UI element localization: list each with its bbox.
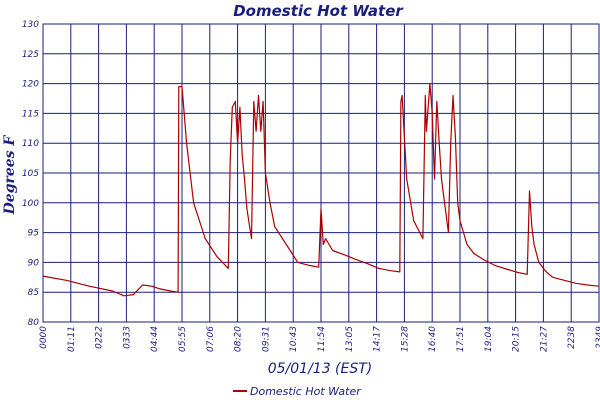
x-tick-label: 20:15 — [512, 326, 522, 352]
x-tick-label: 05:55 — [178, 326, 188, 352]
x-tick-label: 21:27 — [539, 326, 549, 352]
y-tick-label: 120 — [22, 80, 39, 90]
y-tick-label: 80 — [28, 318, 40, 328]
series-line-domestic-hot-water — [42, 82, 600, 297]
y-tick-label: 105 — [22, 169, 39, 179]
y-tick-label: 95 — [28, 229, 40, 239]
y-tick-label: 115 — [22, 109, 39, 119]
x-tick-label: 0222 — [95, 326, 105, 349]
x-tick-label: 15:28 — [400, 326, 410, 352]
y-axis-label: Degrees F — [2, 135, 18, 216]
y-tick-label: 90 — [28, 258, 40, 268]
x-tick-label: 01:11 — [67, 326, 77, 352]
legend: Domestic Hot Water — [233, 385, 362, 398]
x-tick-label: 14:17 — [373, 326, 383, 352]
y-tick-label: 110 — [22, 139, 39, 149]
x-tick-label: 11:54 — [317, 326, 327, 352]
x-tick-label: 17:51 — [456, 326, 466, 352]
x-tick-label: 19:04 — [484, 326, 494, 352]
x-tick-label: 13:05 — [345, 326, 355, 352]
legend-label: Domestic Hot Water — [250, 385, 362, 398]
y-tick-labels: 80 85 90 95 100 105 110 115 120 125 130 — [22, 20, 39, 328]
x-tick-labels: 0000 01:11 0222 0333 04:44 05:55 07:06 08:20 09:… — [39, 326, 600, 352]
x-tick-label: 07:06 — [206, 326, 216, 352]
x-tick-label: 0333 — [122, 326, 132, 349]
x-tick-label: 0000 — [39, 326, 49, 349]
x-tick-label: 08:20 — [234, 326, 244, 352]
y-tick-label: 130 — [22, 20, 39, 30]
x-tick-label: 10:43 — [289, 326, 299, 352]
grid — [42, 23, 600, 323]
chart-title: Domestic Hot Water — [233, 2, 404, 20]
x-tick-label: 2238 — [567, 326, 577, 349]
x-tick-label: 16:40 — [428, 326, 438, 352]
y-tick-label: 85 — [28, 288, 40, 298]
y-tick-label: 100 — [22, 199, 39, 209]
x-tick-label: 2349 — [595, 326, 600, 349]
y-tick-label: 125 — [22, 50, 39, 60]
x-tick-label: 04:44 — [150, 326, 160, 352]
series-group — [42, 82, 600, 297]
plot-frame — [42, 23, 600, 323]
x-axis-label: 05/01/13 (EST) — [268, 361, 373, 377]
x-tick-label: 09:31 — [261, 326, 271, 352]
